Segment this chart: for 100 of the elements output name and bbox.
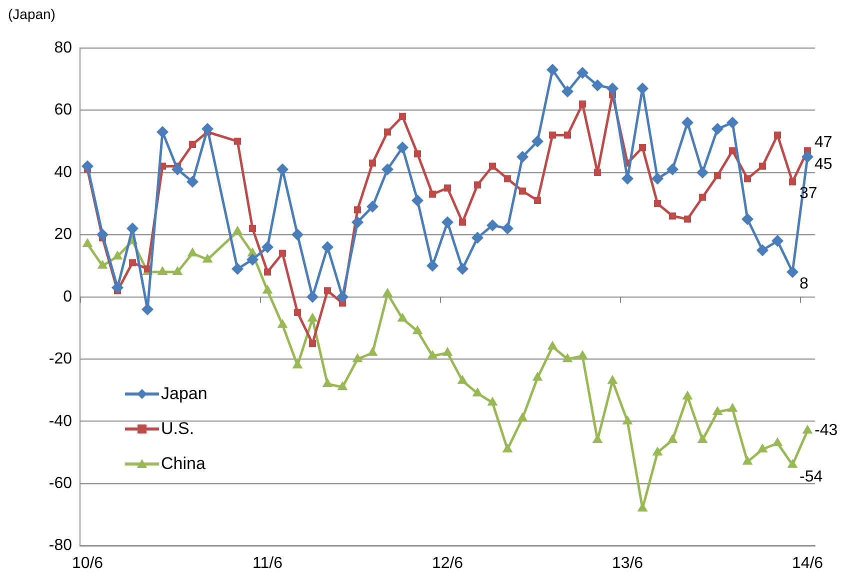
point: [414, 150, 422, 158]
point: [714, 172, 722, 180]
point: [96, 228, 108, 241]
data-label: 8: [800, 275, 808, 292]
point: [697, 434, 708, 444]
point: [112, 250, 123, 260]
point: [758, 162, 766, 170]
point: [576, 66, 588, 79]
legend-label: U.S.: [161, 419, 194, 440]
point: [516, 150, 528, 163]
point: [337, 381, 348, 390]
point: [187, 247, 198, 256]
point: [712, 122, 724, 135]
point: [472, 232, 484, 244]
point: [787, 458, 798, 468]
point: [444, 184, 452, 192]
point: [428, 190, 436, 198]
point: [246, 254, 258, 266]
point: [548, 132, 556, 139]
y-tick-label: -60: [48, 474, 72, 492]
point: [442, 346, 453, 356]
point: [532, 372, 543, 381]
point: [682, 116, 694, 129]
point: [712, 406, 723, 416]
point: [456, 262, 468, 275]
point: [696, 166, 708, 178]
point: [488, 162, 496, 170]
point: [202, 254, 213, 263]
legend-label: Japan: [161, 384, 208, 404]
point: [232, 226, 243, 235]
point: [532, 135, 544, 148]
point: [458, 218, 466, 226]
point: [128, 259, 136, 266]
point: [622, 415, 633, 424]
point: [368, 160, 376, 167]
point: [654, 200, 662, 208]
point: [742, 456, 753, 465]
point: [606, 82, 618, 94]
legend-label: China: [161, 454, 206, 474]
point: [264, 268, 272, 276]
point: [457, 374, 468, 384]
point: [638, 144, 646, 152]
point: [788, 178, 796, 186]
point: [682, 390, 693, 400]
point: [472, 387, 483, 396]
point: [292, 228, 304, 241]
y-tick-label: -40: [48, 412, 72, 430]
point: [294, 308, 302, 316]
point: [307, 312, 318, 322]
point: [412, 325, 423, 334]
x-tick-label: 10/6: [72, 554, 104, 572]
point: [786, 266, 798, 278]
x-tick-label: 14/6: [792, 554, 824, 572]
point: [517, 412, 528, 422]
point: [562, 353, 573, 362]
point: [188, 140, 196, 148]
point: [262, 241, 274, 254]
point: [594, 168, 602, 176]
point: [607, 374, 618, 384]
point: [322, 378, 333, 388]
point: [546, 64, 558, 76]
point: [772, 437, 783, 446]
point: [577, 350, 588, 360]
point: [727, 402, 738, 412]
point: [802, 150, 814, 163]
point: [157, 266, 168, 276]
point: [382, 288, 393, 297]
point: [82, 238, 93, 248]
point: [802, 424, 813, 434]
point: [774, 132, 782, 139]
y-tick-label: 40: [54, 164, 72, 181]
point: [398, 112, 406, 120]
x-tick-label: 13/6: [612, 554, 644, 572]
point: [502, 443, 513, 452]
point: [487, 396, 498, 406]
point: [728, 147, 736, 154]
point: [172, 163, 184, 176]
point: [308, 340, 316, 348]
point: [278, 250, 286, 257]
y-tick-label: 80: [54, 39, 72, 56]
point: [397, 312, 408, 322]
point: [578, 100, 586, 108]
point: [172, 266, 183, 276]
point: [248, 224, 256, 232]
point: [668, 212, 676, 220]
point: [486, 219, 498, 232]
y-tick-label: -80: [48, 537, 72, 554]
point: [534, 196, 542, 204]
point: [396, 142, 408, 154]
point: [352, 353, 363, 362]
point: [518, 188, 526, 195]
point: [667, 434, 678, 444]
y-axis-title: (Japan): [8, 6, 56, 22]
y-tick-label: -20: [48, 350, 72, 368]
point: [652, 172, 664, 185]
point: [666, 163, 678, 176]
point: [772, 234, 784, 247]
point: [684, 216, 692, 223]
point: [652, 446, 663, 456]
data-label: -54: [800, 468, 823, 486]
